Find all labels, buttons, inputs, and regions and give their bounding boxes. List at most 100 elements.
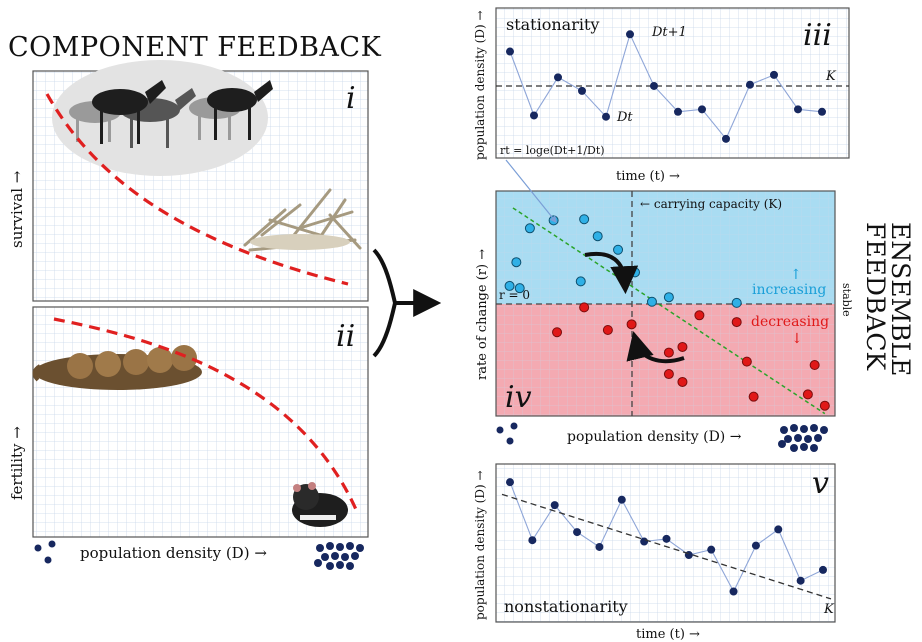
v-plot-point bbox=[573, 528, 582, 537]
panel-iv-r0-label: r = 0 bbox=[499, 288, 530, 302]
v-plot-k-trend bbox=[501, 493, 832, 600]
panel-v-xlabel: time (t) → bbox=[636, 627, 700, 642]
bones-pile-illustration bbox=[243, 188, 362, 252]
iv-decreasing-point bbox=[602, 324, 613, 335]
panel-v-title: nonstationarity bbox=[504, 597, 628, 616]
right-density-label: population density (D) → bbox=[567, 429, 742, 445]
decreasing-arrow-icon: ↓ bbox=[791, 331, 803, 347]
panel-i-survival-curve bbox=[45, 93, 349, 286]
iv-decreasing-point bbox=[579, 302, 590, 313]
v-plot-point bbox=[506, 478, 514, 487]
iv-decreasing-point bbox=[809, 360, 820, 371]
iii-plot-point bbox=[698, 105, 706, 114]
iv-decreasing-point bbox=[663, 369, 674, 380]
iv-increasing-point bbox=[514, 283, 525, 294]
panel-i-label: i bbox=[346, 81, 356, 116]
panel-iii-label: iii bbox=[803, 18, 832, 53]
iv-decreasing-point bbox=[552, 327, 563, 338]
panel-iv: ← carrying capacity (K) r = 0 increasing… bbox=[475, 159, 853, 417]
panel-v-plot bbox=[501, 478, 832, 600]
panel-v: v nonstationarity population density (D)… bbox=[473, 463, 836, 642]
iii-plot-point bbox=[770, 70, 778, 79]
iv-increasing-point bbox=[524, 223, 535, 234]
panel-iii-formula: rt = loge(Dt+1/Dt) bbox=[500, 144, 605, 157]
iii-plot-point bbox=[626, 30, 634, 39]
right-title: ENSEMBLE FEEDBACK bbox=[861, 222, 915, 376]
iii-plot-point bbox=[506, 47, 514, 56]
panel-iv-cc-label: ← carrying capacity (K) bbox=[640, 197, 782, 211]
iii-plot-point bbox=[722, 134, 730, 143]
left-density-label: population density (D) → bbox=[80, 544, 267, 562]
iii-plot-point bbox=[578, 86, 586, 95]
panel-iii: stationarity iii population density (D) … bbox=[473, 7, 850, 184]
iii-plot-point bbox=[818, 107, 826, 116]
panel-iii-plot bbox=[506, 30, 826, 143]
panel-ii: ii fertility → bbox=[8, 306, 369, 538]
iv-decreasing-point bbox=[626, 319, 637, 330]
v-plot-point bbox=[550, 501, 559, 510]
iv-increasing-point bbox=[579, 214, 590, 225]
iv-decreasing-point bbox=[694, 310, 705, 321]
iv-increasing-point bbox=[575, 276, 586, 287]
panel-iv-ylabel: rate of change (r) → bbox=[475, 249, 490, 380]
iii-plot-point bbox=[554, 73, 562, 82]
v-plot-point bbox=[595, 542, 604, 551]
v-plot-point bbox=[662, 534, 671, 543]
iv-increasing-point bbox=[504, 280, 515, 291]
iv-decreasing-point bbox=[663, 347, 674, 358]
v-plot-point bbox=[640, 537, 649, 546]
iii-plot-point bbox=[650, 81, 658, 90]
right-title-line1: ENSEMBLE bbox=[886, 222, 915, 376]
panel-iv-decreasing-label: decreasing bbox=[751, 314, 829, 330]
combine-arrow bbox=[372, 248, 442, 358]
iv-decreasing-point bbox=[819, 400, 830, 411]
iii-plot-point bbox=[530, 111, 538, 120]
feedback-arrow-down bbox=[584, 251, 639, 295]
iii-plot-point bbox=[746, 80, 754, 89]
pups-illustration bbox=[32, 345, 202, 390]
feedback-arrow-up bbox=[626, 331, 685, 364]
increasing-arrow-icon: ↑ bbox=[790, 267, 802, 283]
iv-decreasing-point bbox=[802, 389, 813, 400]
right-density-axis: population density (D) → bbox=[496, 422, 828, 452]
iii-plot-line bbox=[509, 32, 823, 140]
v-plot-point bbox=[729, 587, 738, 596]
iii-plot-point bbox=[674, 107, 682, 116]
panel-ii-fertility-curve bbox=[53, 317, 360, 515]
panel-iii-k-label: K bbox=[825, 69, 837, 84]
wildebeest-herd-illustration bbox=[52, 60, 273, 176]
left-density-axis: population density (D) → bbox=[34, 540, 364, 570]
v-plot-point bbox=[796, 576, 805, 585]
panel-iii-ylabel: population density (D) → bbox=[473, 10, 487, 160]
iv-decreasing-point bbox=[677, 341, 688, 352]
panel-i-ylabel: survival → bbox=[8, 170, 26, 248]
panel-iii-xlabel: time (t) → bbox=[616, 169, 680, 184]
panel-v-label: v bbox=[812, 466, 829, 501]
panel-iv-stable-label: stable bbox=[840, 283, 853, 317]
iv-decreasing-point bbox=[741, 356, 752, 367]
right-title-line2: FEEDBACK bbox=[861, 222, 890, 371]
v-plot-point bbox=[751, 541, 760, 550]
v-plot-point bbox=[617, 495, 626, 504]
v-plot-point bbox=[774, 525, 783, 534]
v-plot-point bbox=[819, 565, 827, 574]
iii-plot-point bbox=[602, 112, 610, 121]
iv-trend-line bbox=[512, 207, 826, 415]
iv-increasing-point bbox=[731, 297, 742, 308]
iv-increasing-point bbox=[663, 292, 674, 303]
v-plot-point bbox=[707, 545, 716, 554]
panel-i: i survival → bbox=[8, 60, 369, 302]
iii-plot-point bbox=[794, 105, 802, 114]
iv-decreasing-point bbox=[731, 317, 742, 328]
panel-v-k-label: K bbox=[823, 602, 835, 617]
iv-increasing-point bbox=[646, 296, 657, 307]
panel-ii-label: ii bbox=[336, 319, 355, 354]
formula-pointer-arrow bbox=[505, 159, 557, 224]
iv-decreasing-point bbox=[748, 391, 759, 402]
iv-increasing-point bbox=[548, 215, 559, 226]
panel-iv-label: iv bbox=[505, 380, 532, 415]
iv-increasing-point bbox=[629, 267, 640, 278]
panel-iv-increasing-label: increasing bbox=[752, 282, 826, 298]
iv-increasing-point bbox=[592, 231, 603, 242]
